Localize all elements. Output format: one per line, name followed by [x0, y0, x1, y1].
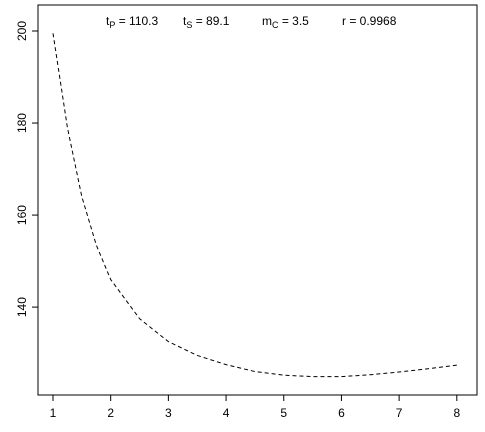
x-tick-label: 7	[396, 406, 403, 420]
y-tick-label: 160	[15, 205, 29, 225]
annotation-base: r	[342, 14, 346, 28]
annotation-rest: = 110.3	[115, 14, 158, 28]
annotation-rest: = 3.5	[279, 14, 310, 28]
x-tick-label: 1	[50, 406, 57, 420]
x-tick-label: 2	[107, 406, 114, 420]
x-tick-label: 8	[453, 406, 460, 420]
annotation: tP = 110.3	[106, 14, 159, 30]
annotation-rest: = 0.9968	[346, 14, 397, 28]
annotation: tS = 89.1	[183, 14, 230, 30]
x-tick-label: 3	[165, 406, 172, 420]
x-tick-label: 6	[338, 406, 345, 420]
plot-frame	[37, 4, 478, 396]
y-tick-label: 200	[15, 21, 29, 41]
data-line	[52, 33, 457, 378]
annotation-base: t	[183, 14, 187, 28]
y-tick-label: 180	[15, 113, 29, 133]
annotation-base: t	[106, 14, 110, 28]
x-tick-label: 4	[223, 406, 230, 420]
annotation-sub: C	[272, 20, 279, 30]
annotation-base: m	[262, 14, 272, 28]
annotation: r = 0.9968	[342, 14, 397, 28]
annotation-rest: = 89.1	[192, 14, 229, 28]
x-tick-label: 5	[280, 406, 287, 420]
y-tick-label: 140	[15, 297, 29, 317]
annotation-sub: P	[109, 20, 115, 30]
annotation: mC = 3.5	[262, 14, 309, 30]
annotation-sub: S	[186, 20, 192, 30]
